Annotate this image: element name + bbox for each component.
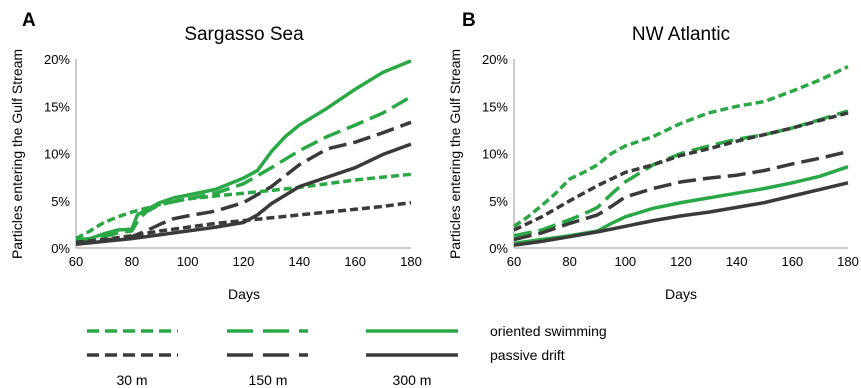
panel-b-x-tick-label: 60 bbox=[507, 254, 521, 269]
panel-a-x-tick-label: 180 bbox=[400, 254, 422, 269]
panel-b-series-oriented-30m bbox=[513, 65, 849, 228]
panel-letter-a: A bbox=[22, 10, 36, 31]
panel-a-x-tick-label: 100 bbox=[177, 254, 199, 269]
panel-b-series-passive-30m bbox=[513, 111, 849, 232]
panel-a-y-tick-label: 0% bbox=[51, 241, 70, 256]
panel-b-x-tick-label: 120 bbox=[670, 254, 692, 269]
legend-label-oriented-swimming: oriented swimming bbox=[490, 323, 607, 339]
panel-b-x-tick-label: 160 bbox=[781, 254, 803, 269]
panel-a-title: Sargasso Sea bbox=[184, 24, 304, 45]
panel-b-series-passive-150m bbox=[513, 149, 849, 242]
panel-a-series-passive-150m bbox=[75, 120, 412, 246]
legend-depth-150m: 150 m bbox=[249, 372, 288, 388]
panel-a-series-oriented-30m bbox=[75, 172, 412, 241]
legend-label-passive-drift: passive drift bbox=[490, 347, 565, 363]
panel-b-series-passive-300m bbox=[513, 181, 849, 247]
legend-row-passive: passive drift bbox=[87, 347, 565, 363]
panel-letter-b: B bbox=[462, 10, 476, 31]
panel-b-x-axis-label: Days bbox=[665, 286, 697, 302]
panel-a-y-tick-label: 20% bbox=[44, 52, 70, 67]
panel-b-plot: 0% 5% 10% 15% 20% 60 80 100 120 140 160 180 bbox=[482, 52, 859, 269]
panel-a-x-tick-label: 80 bbox=[125, 254, 139, 269]
panel-a-x-tick-label: 160 bbox=[344, 254, 366, 269]
panel-b-y-tick-label: 0% bbox=[489, 241, 508, 256]
panel-b-x-tick-label: 140 bbox=[726, 254, 748, 269]
panel-a-y-axis-label: Particles entering the Gulf Stream bbox=[9, 49, 25, 259]
panel-b-x-tick-label: 80 bbox=[562, 254, 576, 269]
panel-a-x-tick-label: 60 bbox=[69, 254, 83, 269]
legend: oriented swimming passive drift 30 m 150… bbox=[87, 323, 607, 388]
panel-b-x-tick-label: 180 bbox=[837, 254, 859, 269]
legend-row-oriented: oriented swimming bbox=[87, 323, 607, 339]
panel-b-y-axis-label: Particles entering the Gulf Stream bbox=[447, 49, 463, 259]
panel-b-y-tick-label: 15% bbox=[482, 99, 508, 114]
panel-b-series-oriented-150m bbox=[513, 109, 849, 238]
panel-a-y-tick-label: 5% bbox=[51, 194, 70, 209]
legend-depth-300m: 300 m bbox=[393, 372, 432, 388]
legend-depth-30m: 30 m bbox=[116, 372, 147, 388]
panel-a-series-oriented-300m bbox=[75, 59, 412, 242]
panel-b: B NW Atlantic Particles entering the Gul… bbox=[447, 10, 859, 302]
panel-a-y-tick-label: 10% bbox=[44, 147, 70, 162]
panel-a: A Sargasso Sea Particles entering the Gu… bbox=[9, 10, 422, 302]
panel-a-series-oriented-150m bbox=[75, 95, 412, 243]
panel-b-y-tick-label: 20% bbox=[482, 52, 508, 67]
panel-b-y-tick-label: 10% bbox=[482, 147, 508, 162]
panel-b-x-tick-label: 100 bbox=[614, 254, 636, 269]
panel-b-y-tick-label: 5% bbox=[489, 194, 508, 209]
panel-a-plot: 0% 5% 10% 15% 20% 60 80 100 120 140 160 180 bbox=[44, 52, 422, 269]
panel-a-y-tick-label: 15% bbox=[44, 99, 70, 114]
panel-a-x-tick-label: 140 bbox=[288, 254, 310, 269]
panel-b-title: NW Atlantic bbox=[632, 24, 730, 45]
panel-a-x-tick-label: 120 bbox=[233, 254, 255, 269]
panel-a-x-axis-label: Days bbox=[228, 286, 260, 302]
panel-a-series-passive-300m bbox=[75, 142, 412, 246]
